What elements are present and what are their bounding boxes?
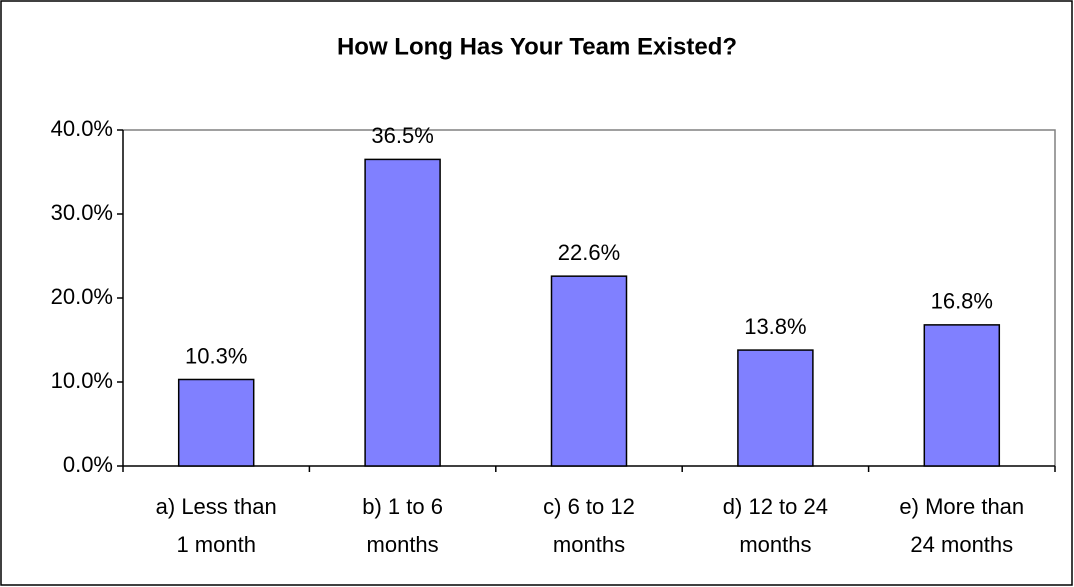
bar: [737, 349, 814, 467]
value-label: 16.8%: [931, 289, 993, 314]
value-label: 36.5%: [371, 123, 433, 148]
plot-border: [123, 129, 1056, 466]
value-label: 22.6%: [558, 240, 620, 265]
x-tick-label: d) 12 to 24 months: [722, 494, 828, 557]
y-tick-label: 20.0%: [51, 284, 113, 309]
y-tick-label: 10.0%: [51, 368, 113, 393]
chart-title: How Long Has Your Team Existed?: [337, 33, 737, 60]
y-tick-label: 40.0%: [51, 116, 113, 141]
bar: [550, 275, 628, 467]
x-tick-label: e) More than 24 months: [899, 494, 1025, 557]
y-tick-label: 30.0%: [51, 200, 113, 225]
y-tick-label: 0.0%: [63, 452, 113, 477]
bar: [923, 324, 1001, 467]
bar: [177, 378, 255, 467]
value-label: 10.3%: [185, 343, 247, 368]
bar: [364, 158, 441, 467]
x-tick-label: c) 6 to 12 months: [543, 494, 635, 557]
value-label: 13.8%: [744, 314, 806, 339]
x-tick-label: a) Less than 1 month: [155, 494, 277, 557]
x-tick-label: b) 1 to 6 months: [362, 494, 443, 557]
